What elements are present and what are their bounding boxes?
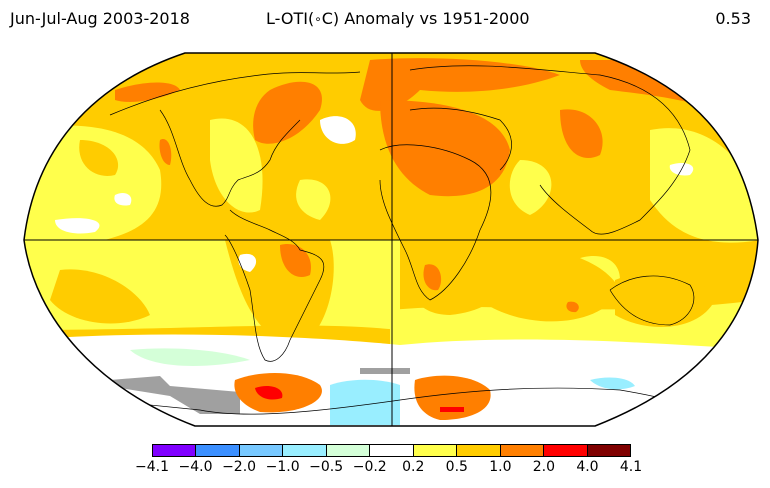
- colorbar-segment: [370, 445, 413, 456]
- colorbar-segment: [283, 445, 326, 456]
- colorbar-segment: [501, 445, 544, 456]
- colorbar-segment: [153, 445, 196, 456]
- colorbar-ticks: −4.1 −4.0 −2.0 −1.0 −0.5 −0.2 0.2 0.5 1.0 2.0 4.0 4…: [0, 459, 770, 479]
- colorbar-tick-label: 0.2: [402, 459, 424, 475]
- colorbar-segment: [240, 445, 283, 456]
- colorbar-tick-label: −4.0: [179, 459, 213, 475]
- colorbar-segment: [327, 445, 370, 456]
- anomaly-region: [330, 380, 400, 425]
- colorbar: [152, 444, 631, 457]
- colorbar-tick-label: 1.0: [489, 459, 511, 475]
- colorbar-tick-label: 2.0: [533, 459, 555, 475]
- colorbar-tick-label: −0.5: [309, 459, 343, 475]
- colorbar-segment: [414, 445, 457, 456]
- colorbar-tick-label: −4.1: [135, 459, 169, 475]
- colorbar-tick-label: 4.0: [576, 459, 598, 475]
- colorbar-tick-label: −1.0: [266, 459, 300, 475]
- colorbar-segment: [457, 445, 500, 456]
- colorbar-tick-label: −2.0: [222, 459, 256, 475]
- colorbar-tick-label: 0.5: [446, 459, 468, 475]
- map-fill: [0, 40, 770, 440]
- colorbar-segment: [588, 445, 630, 456]
- colorbar-tick-label: −0.2: [353, 459, 387, 475]
- missing-data-region: [360, 368, 410, 374]
- colorbar-tick-label: 4.1: [620, 459, 642, 475]
- anomaly-region: [440, 407, 464, 412]
- colorbar-segment: [544, 445, 587, 456]
- colorbar-segment: [196, 445, 239, 456]
- anomaly-map: [0, 0, 770, 440]
